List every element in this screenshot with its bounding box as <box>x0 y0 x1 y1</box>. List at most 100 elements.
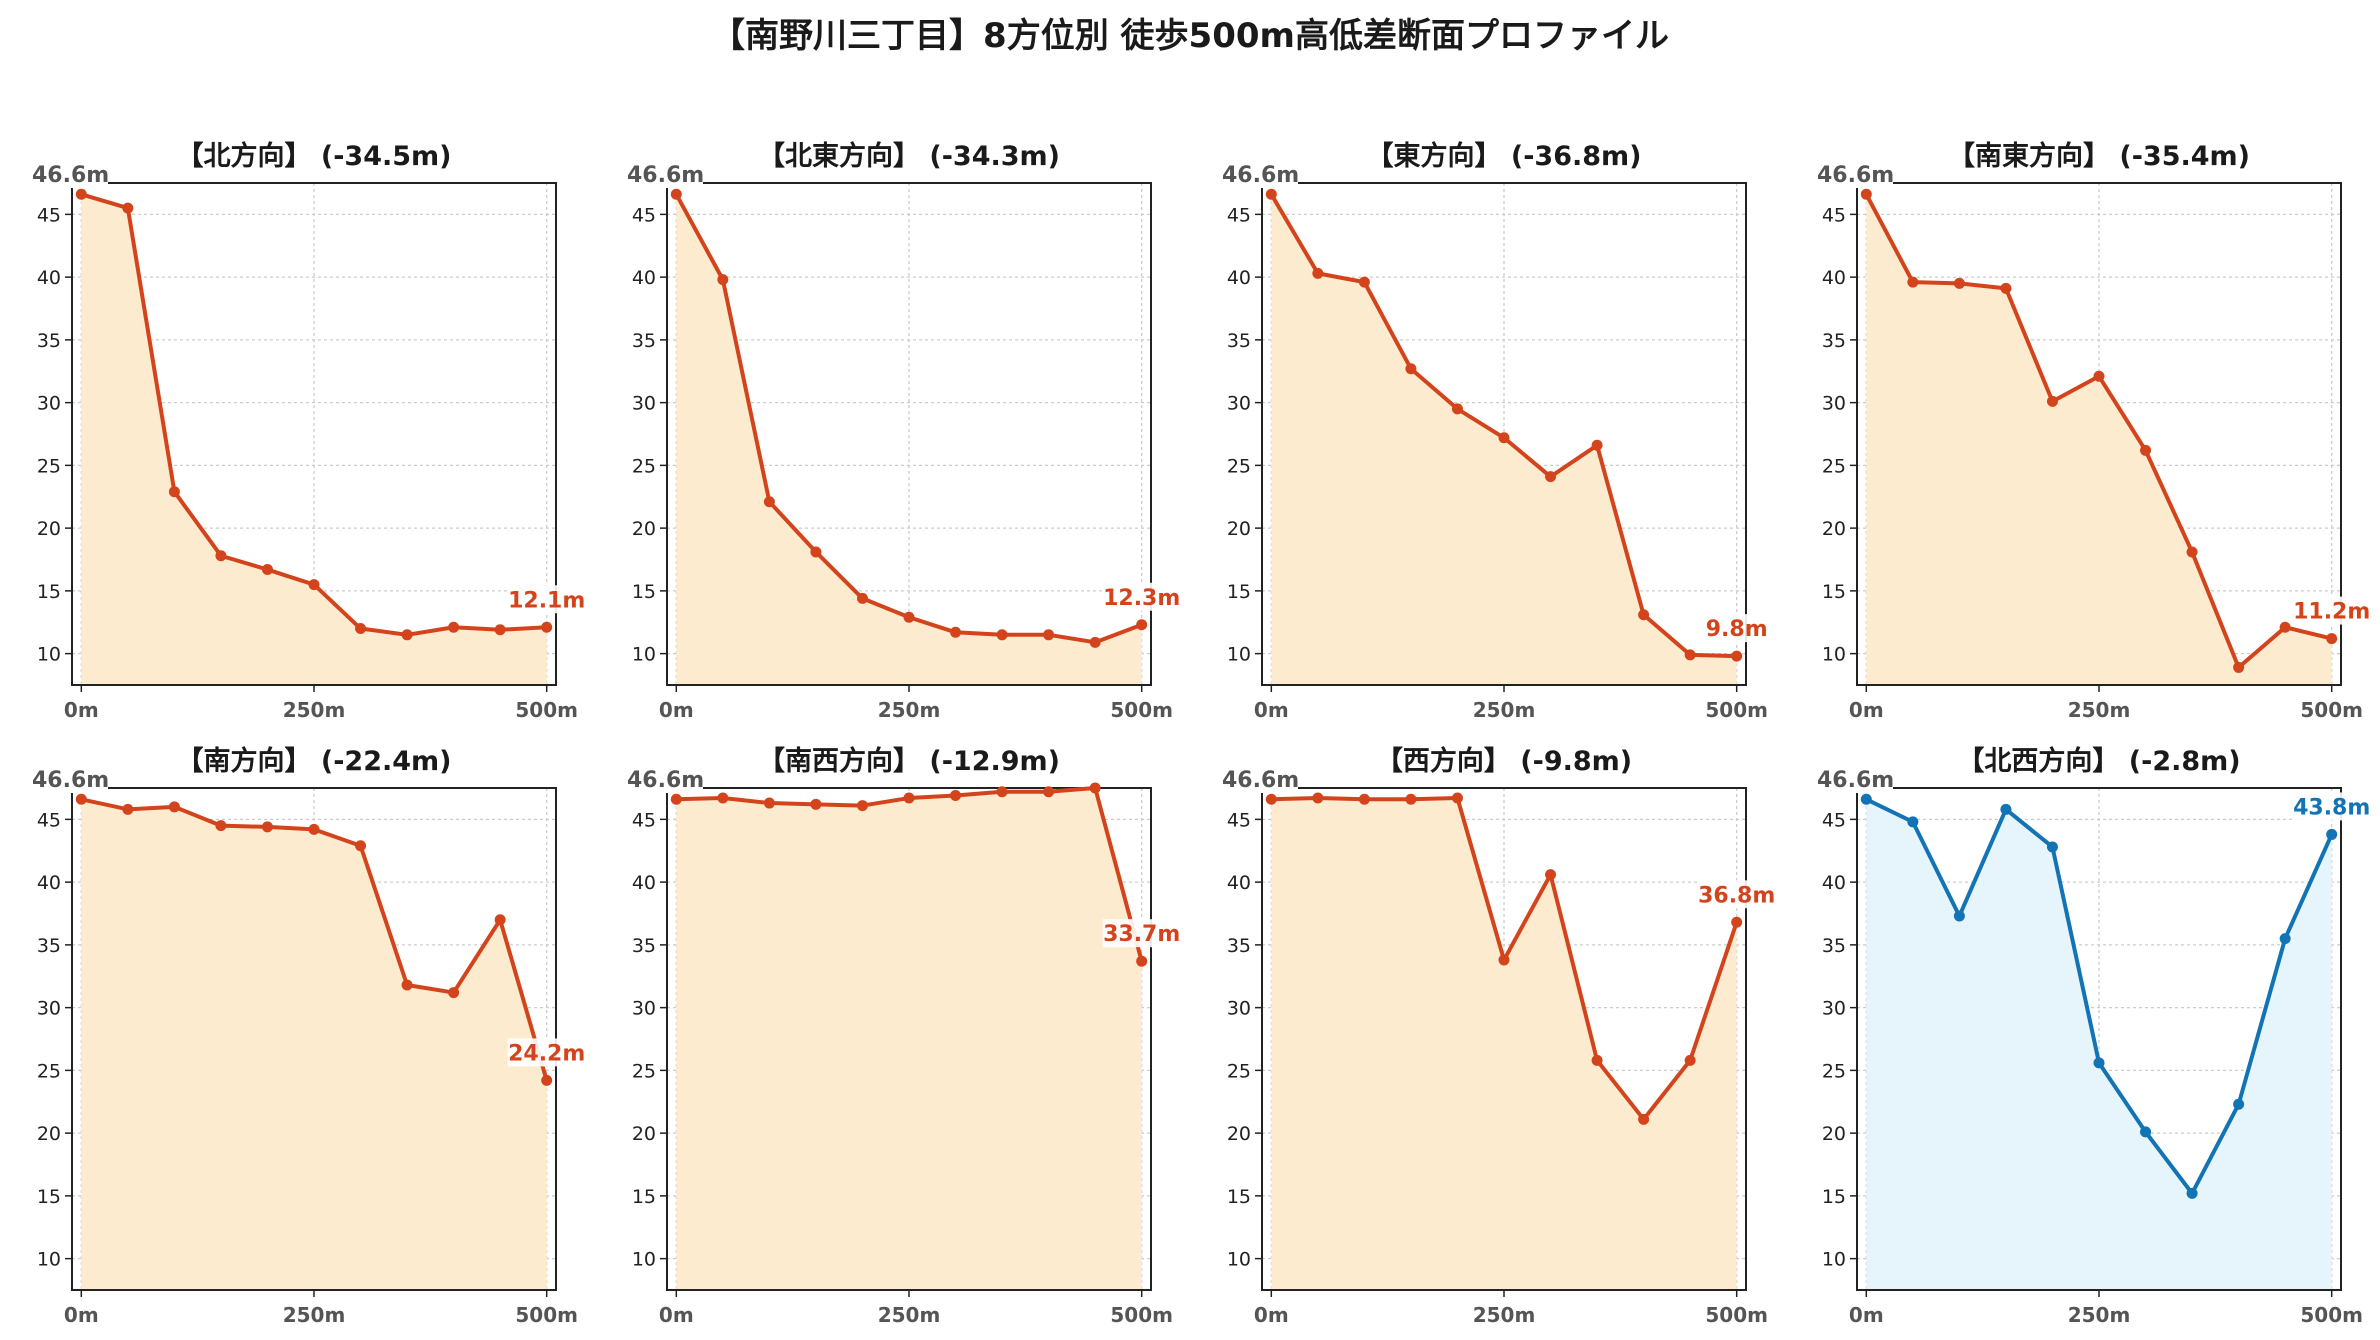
data-point <box>168 801 180 813</box>
data-point <box>2093 370 2105 382</box>
end-label: 9.8m <box>1706 617 1768 642</box>
data-point <box>996 786 1008 798</box>
data-point <box>1860 793 1872 805</box>
x-tick-label: 0m <box>64 1303 99 1327</box>
end-label-bg <box>507 1038 586 1067</box>
x-tick-label: 500m <box>2300 698 2363 722</box>
data-point <box>2046 395 2058 407</box>
x-tick-label: 250m <box>283 1303 346 1327</box>
data-point <box>1451 792 1463 804</box>
y-tick-label: 10 <box>37 1249 61 1271</box>
end-label: 12.1m <box>508 588 585 613</box>
end-label-bg <box>2292 596 2371 625</box>
data-point <box>1312 792 1324 804</box>
y-tick-label: 20 <box>1822 518 1846 540</box>
data-point <box>1684 1054 1696 1066</box>
x-tick-label: 500m <box>2300 1303 2363 1327</box>
y-tick-label: 45 <box>1822 809 1846 831</box>
data-point <box>1265 793 1277 805</box>
data-point <box>261 564 273 576</box>
start-label: 46.6m <box>1817 768 1894 793</box>
data-point <box>355 840 367 852</box>
y-tick-label: 40 <box>1822 872 1846 894</box>
data-point <box>1638 609 1650 621</box>
chart-panel-1: 【北東方向】 (-34.3m) 10 15 20 25 30 35 40 45 0m 250m 500… <box>623 140 1181 722</box>
area-fill <box>676 788 1142 1290</box>
end-label-bg <box>1697 880 1776 909</box>
y-tick-label: 25 <box>632 455 656 477</box>
y-tick-label: 15 <box>37 1186 61 1208</box>
y-tick-label: 35 <box>37 935 61 957</box>
data-point <box>494 624 506 636</box>
y-tick-label: 25 <box>1227 455 1251 477</box>
y-tick-label: 15 <box>37 581 61 603</box>
x-tick-label: 250m <box>878 1303 941 1327</box>
data-point <box>1591 1054 1603 1066</box>
data-point <box>810 798 822 810</box>
data-point <box>1136 619 1148 631</box>
data-point <box>763 496 775 508</box>
x-tick-label: 250m <box>878 698 941 722</box>
y-tick-label: 10 <box>632 1249 656 1271</box>
data-point <box>670 188 682 200</box>
x-tick-label: 500m <box>515 698 578 722</box>
data-point <box>996 629 1008 641</box>
data-point <box>215 550 227 562</box>
y-tick-label: 20 <box>37 1123 61 1145</box>
start-label-bg <box>623 160 703 188</box>
data-point <box>1638 1113 1650 1125</box>
x-tick-label: 500m <box>1110 1303 1173 1327</box>
y-tick-label: 10 <box>1227 644 1251 666</box>
y-tick-label: 30 <box>1227 393 1251 415</box>
y-tick-label: 10 <box>37 644 61 666</box>
y-tick-label: 45 <box>37 204 61 226</box>
y-tick-label: 45 <box>1227 204 1251 226</box>
chart-panel-7: 【北西方向】 (-2.8m) 10 15 20 25 30 35 40 45 0m 250m 500m… <box>1813 745 2371 1327</box>
y-tick-label: 45 <box>632 204 656 226</box>
y-tick-label: 25 <box>1227 1060 1251 1082</box>
area-fill <box>81 799 547 1290</box>
y-tick-label: 20 <box>632 1123 656 1145</box>
data-point <box>122 202 134 214</box>
data-point <box>541 1074 553 1086</box>
y-tick-label: 30 <box>37 393 61 415</box>
y-tick-label: 10 <box>1822 644 1846 666</box>
data-point <box>2279 621 2291 633</box>
start-label: 46.6m <box>1222 768 1299 793</box>
y-tick-label: 40 <box>37 267 61 289</box>
data-point <box>1358 276 1370 288</box>
start-label-bg <box>1218 160 1298 188</box>
chart-title: 【南西方向】 (-12.9m) <box>758 745 1060 777</box>
data-point <box>541 621 553 633</box>
area-fill <box>1271 798 1737 1290</box>
data-point <box>2186 546 2198 558</box>
x-tick-label: 250m <box>1473 1303 1536 1327</box>
chart-title: 【南東方向】 (-35.4m) <box>1948 140 2250 172</box>
data-point <box>215 820 227 832</box>
start-label: 46.6m <box>32 163 109 188</box>
data-point <box>308 823 320 835</box>
chart-panel-4: 【南方向】 (-22.4m) 10 15 20 25 30 35 40 45 0m 250m 500m… <box>28 745 586 1327</box>
y-tick-label: 25 <box>1822 1060 1846 1082</box>
y-tick-label: 15 <box>1227 1186 1251 1208</box>
area-fill <box>1866 194 2332 686</box>
start-label: 46.6m <box>627 163 704 188</box>
end-label-bg <box>1102 582 1181 611</box>
y-tick-label: 30 <box>632 393 656 415</box>
y-tick-label: 25 <box>632 1060 656 1082</box>
data-point <box>168 486 180 498</box>
y-tick-label: 35 <box>1227 330 1251 352</box>
data-point <box>2046 841 2058 853</box>
data-point <box>1591 439 1603 451</box>
y-tick-label: 45 <box>1822 204 1846 226</box>
x-tick-label: 500m <box>1705 1303 1768 1327</box>
data-point <box>717 792 729 804</box>
end-label-bg <box>507 585 586 614</box>
y-tick-label: 40 <box>1822 267 1846 289</box>
y-tick-label: 40 <box>1227 872 1251 894</box>
end-label-bg <box>1704 614 1769 643</box>
chart-title: 【北方向】 (-34.5m) <box>176 140 451 172</box>
data-point <box>1089 636 1101 648</box>
y-tick-label: 40 <box>632 872 656 894</box>
